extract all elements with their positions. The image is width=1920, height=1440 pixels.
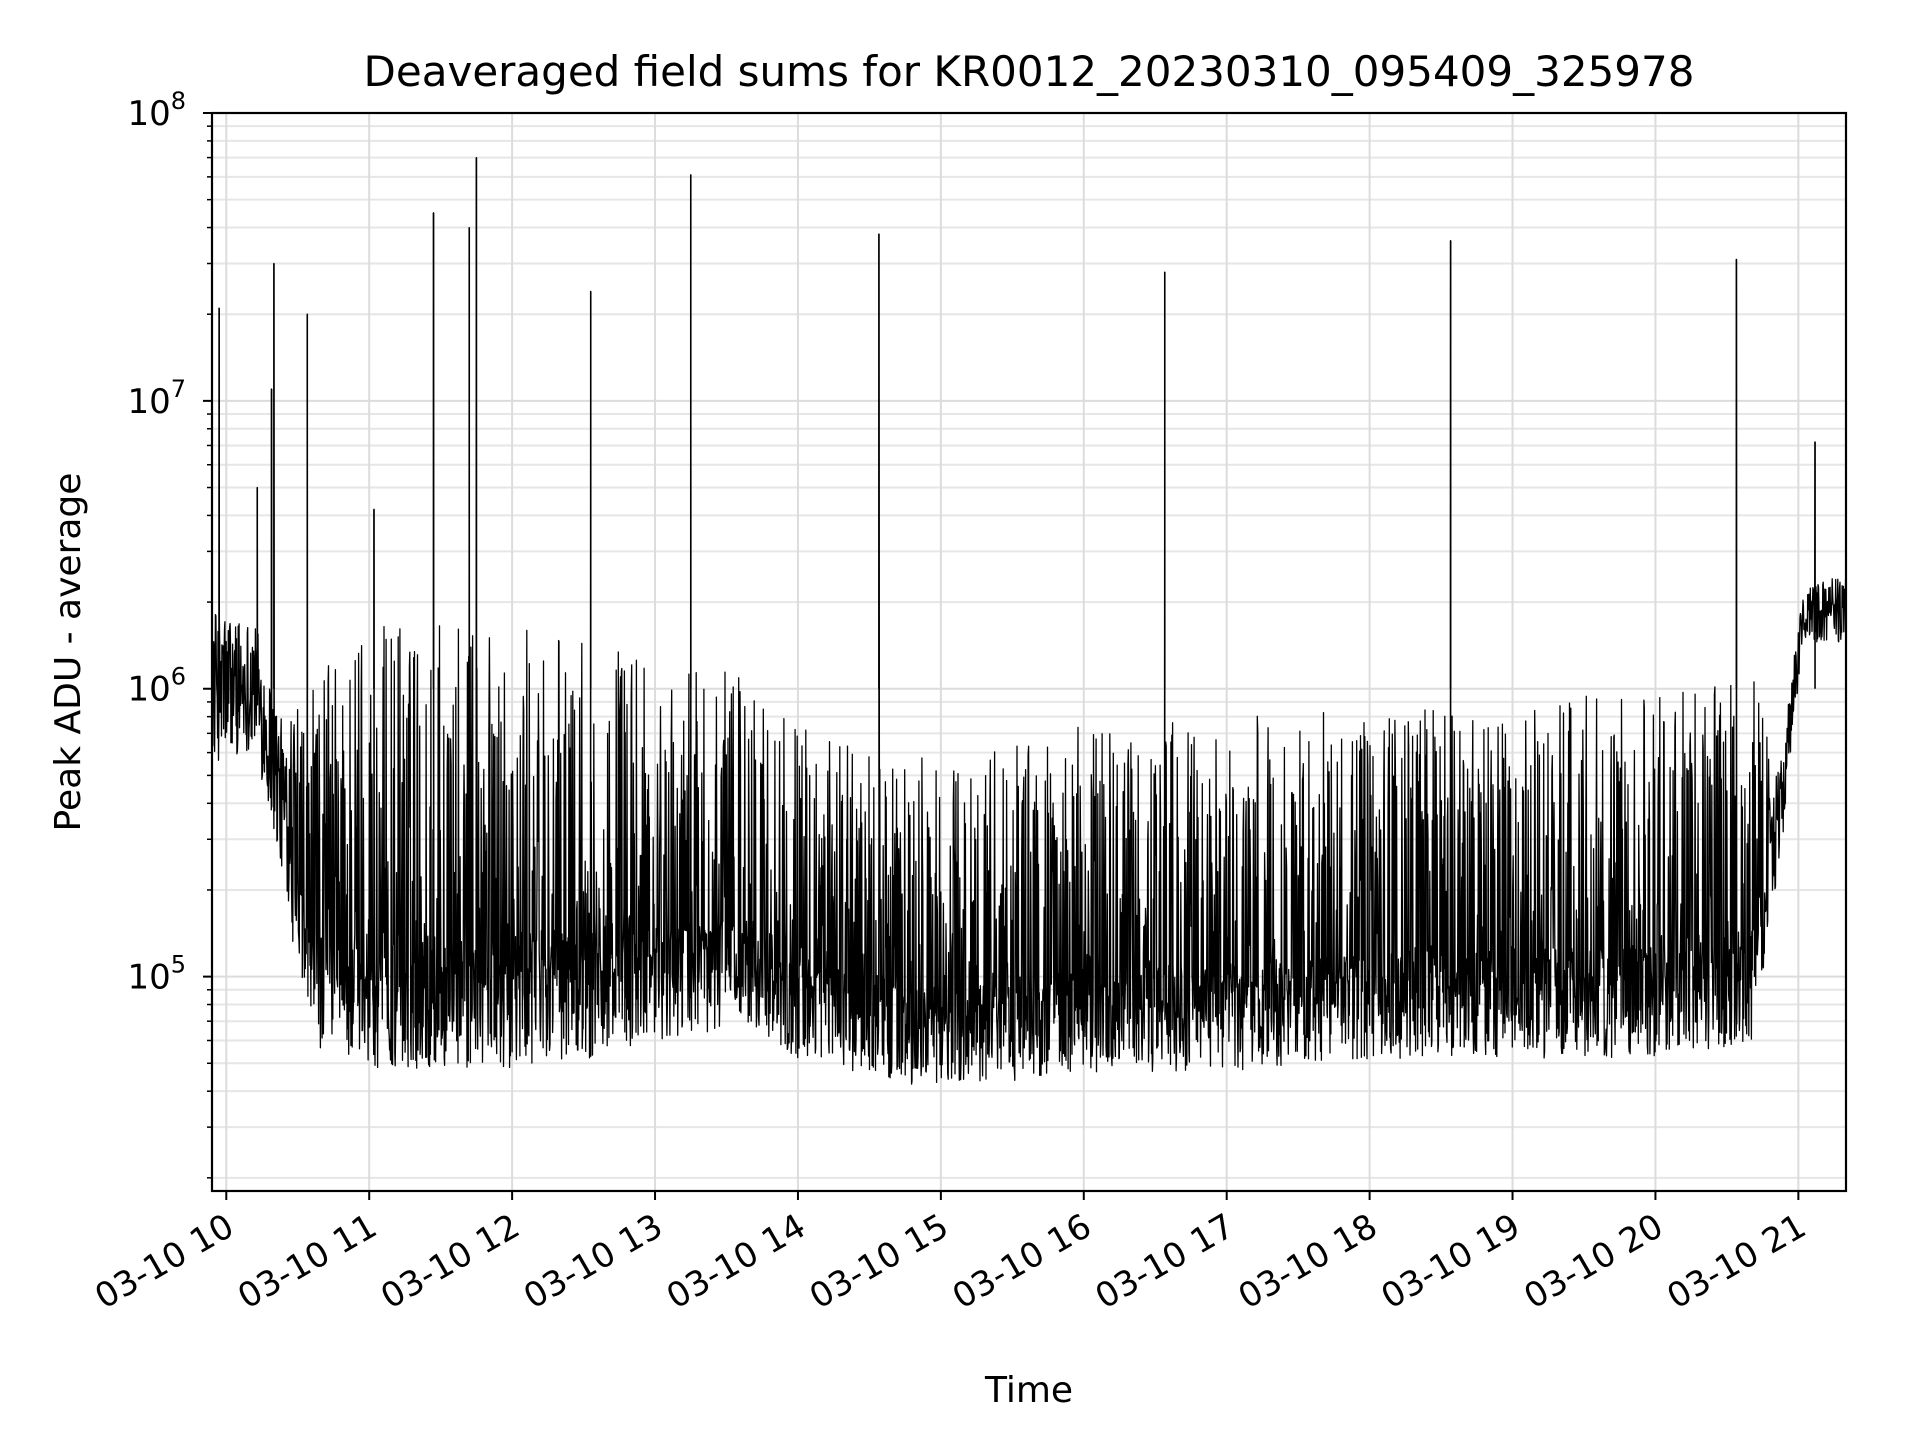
- plot-area: [212, 156, 1846, 1085]
- y-tick-label: 106: [127, 663, 186, 710]
- y-tick-label: 105: [127, 951, 186, 998]
- x-axis-label: Time: [984, 1370, 1073, 1411]
- y-axis-label: Peak ADU - average: [48, 473, 89, 832]
- y-tick-label: 107: [127, 375, 186, 422]
- chart-title: Deaveraged field sums for KR0012_2023031…: [364, 47, 1695, 96]
- series-line: [212, 156, 1846, 1085]
- y-tick-label: 108: [127, 87, 186, 134]
- plot-frame: [210, 111, 1848, 1193]
